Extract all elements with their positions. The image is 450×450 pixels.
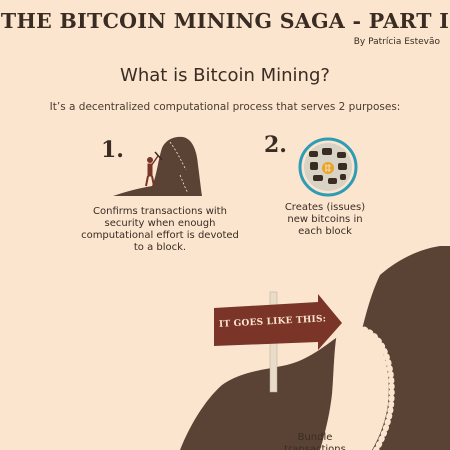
author-byline: By Patrícia Estevão — [353, 37, 440, 47]
signpost — [214, 291, 342, 393]
page-title: THE BITCOIN MINING SAGA - PART I — [0, 9, 450, 33]
purpose-2-text: Creates (issues) new bitcoins in each bl… — [284, 202, 366, 237]
purpose-1-number: 1. — [101, 137, 124, 163]
section-intro: It’s a decentralized computational proce… — [49, 101, 401, 113]
bitcoin-block-icon — [298, 137, 358, 197]
purpose-2-number: 2. — [264, 132, 287, 158]
section-heading: What is Bitcoin Mining? — [120, 65, 330, 86]
step-1-text: Bundle transactions — [284, 432, 346, 450]
purpose-1-text: Confirms transactions with security when… — [81, 206, 239, 253]
cave-scene — [180, 246, 450, 450]
miner-icon — [113, 136, 202, 196]
